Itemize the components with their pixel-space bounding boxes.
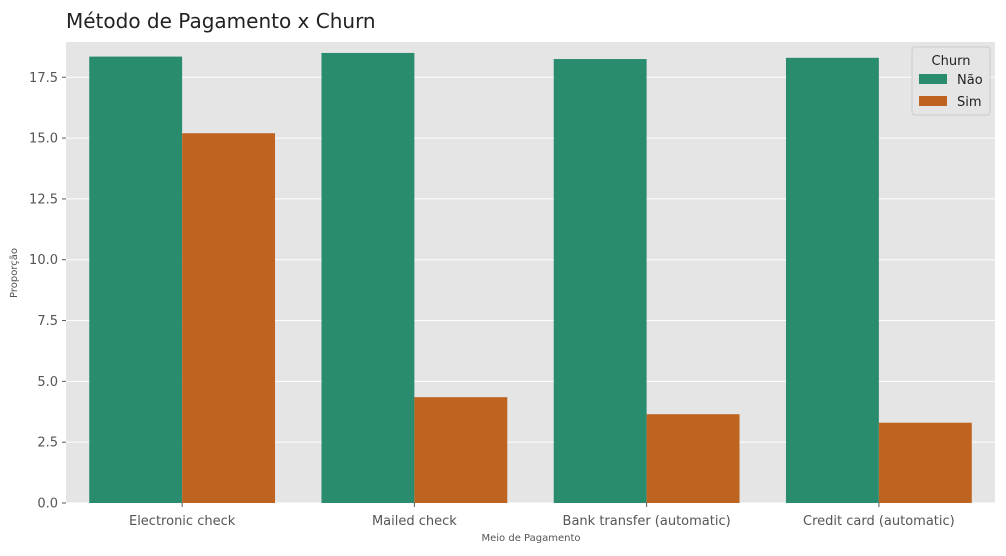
x-tick-label: Electronic check [129, 514, 236, 529]
x-tick-label: Credit card (automatic) [803, 514, 955, 529]
bar-n-o-bank-transfer-automatic [553, 59, 647, 503]
y-tick-label: 17.5 [29, 71, 58, 86]
y-tick-label: 12.5 [29, 192, 58, 207]
bars [89, 52, 972, 504]
bar-n-o-credit-card-automatic [785, 57, 879, 504]
chart-title: Método de Pagamento x Churn [66, 9, 376, 33]
legend-label-sim: Sim [957, 95, 982, 110]
y-tick-label: 15.0 [29, 132, 58, 147]
y-tick-label: 7.5 [37, 314, 58, 329]
x-axis-label: Meio de Pagamento [482, 533, 581, 544]
x-tick-label: Mailed check [372, 514, 457, 529]
y-tick-label: 10.0 [29, 253, 58, 268]
x-axis-ticks: Electronic check Mailed check Bank transfe… [129, 503, 955, 529]
bar-n-o-mailed-check [321, 52, 415, 503]
legend: Churn Não Sim [911, 46, 991, 116]
y-axis-label: Proporção [9, 248, 20, 298]
y-tick-label: 5.0 [37, 375, 58, 390]
y-tick-label: 0.0 [37, 497, 58, 512]
x-tick-label: Bank transfer (automatic) [563, 514, 731, 529]
y-tick-label: 2.5 [37, 436, 58, 451]
legend-title: Churn [932, 54, 971, 69]
y-axis-ticks: 0.0 2.5 5.0 7.5 10.0 12.5 15.0 17.5 [29, 71, 66, 512]
bar-sim-bank-transfer-automatic [646, 414, 740, 503]
bar-sim-mailed-check [414, 397, 508, 503]
legend-swatch-sim [919, 96, 947, 106]
bar-sim-electronic-check [182, 133, 276, 503]
legend-label-nao: Não [957, 73, 983, 88]
bar-sim-credit-card-automatic [878, 422, 972, 503]
legend-swatch-nao [919, 74, 947, 84]
bar-n-o-electronic-check [89, 56, 183, 503]
